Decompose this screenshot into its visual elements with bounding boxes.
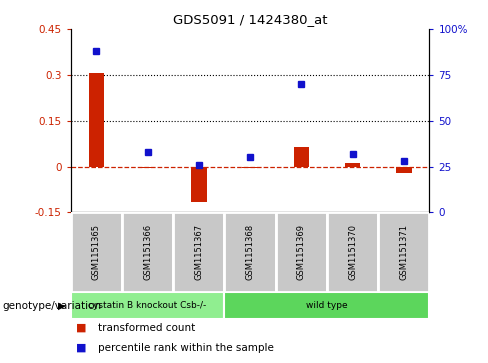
Bar — [191, 167, 206, 202]
Text: GSM1151365: GSM1151365 — [92, 224, 101, 280]
Bar — [378, 212, 429, 292]
Bar — [396, 167, 411, 173]
Text: ▶: ▶ — [59, 301, 66, 311]
Bar — [243, 167, 258, 168]
Bar — [122, 212, 173, 292]
Bar — [140, 167, 155, 168]
Bar — [294, 147, 309, 167]
Text: percentile rank within the sample: percentile rank within the sample — [98, 343, 273, 353]
Bar — [327, 212, 378, 292]
Bar — [173, 212, 224, 292]
Bar — [345, 163, 360, 167]
Text: ■: ■ — [76, 343, 86, 353]
Title: GDS5091 / 1424380_at: GDS5091 / 1424380_at — [173, 13, 327, 26]
Text: GSM1151366: GSM1151366 — [143, 224, 152, 280]
Text: genotype/variation: genotype/variation — [2, 301, 102, 311]
Bar — [276, 212, 327, 292]
Bar — [71, 292, 224, 319]
Bar — [224, 292, 429, 319]
Text: GSM1151368: GSM1151368 — [245, 224, 255, 280]
Text: ■: ■ — [76, 323, 86, 333]
Text: wild type: wild type — [306, 301, 348, 310]
Bar — [89, 73, 104, 167]
Text: GSM1151369: GSM1151369 — [297, 224, 306, 280]
Text: GSM1151371: GSM1151371 — [399, 224, 408, 280]
Text: cystatin B knockout Csb-/-: cystatin B knockout Csb-/- — [88, 301, 207, 310]
Bar — [71, 212, 122, 292]
Text: GSM1151367: GSM1151367 — [194, 224, 203, 280]
Bar — [224, 212, 276, 292]
Text: transformed count: transformed count — [98, 323, 195, 333]
Text: GSM1151370: GSM1151370 — [348, 224, 357, 280]
